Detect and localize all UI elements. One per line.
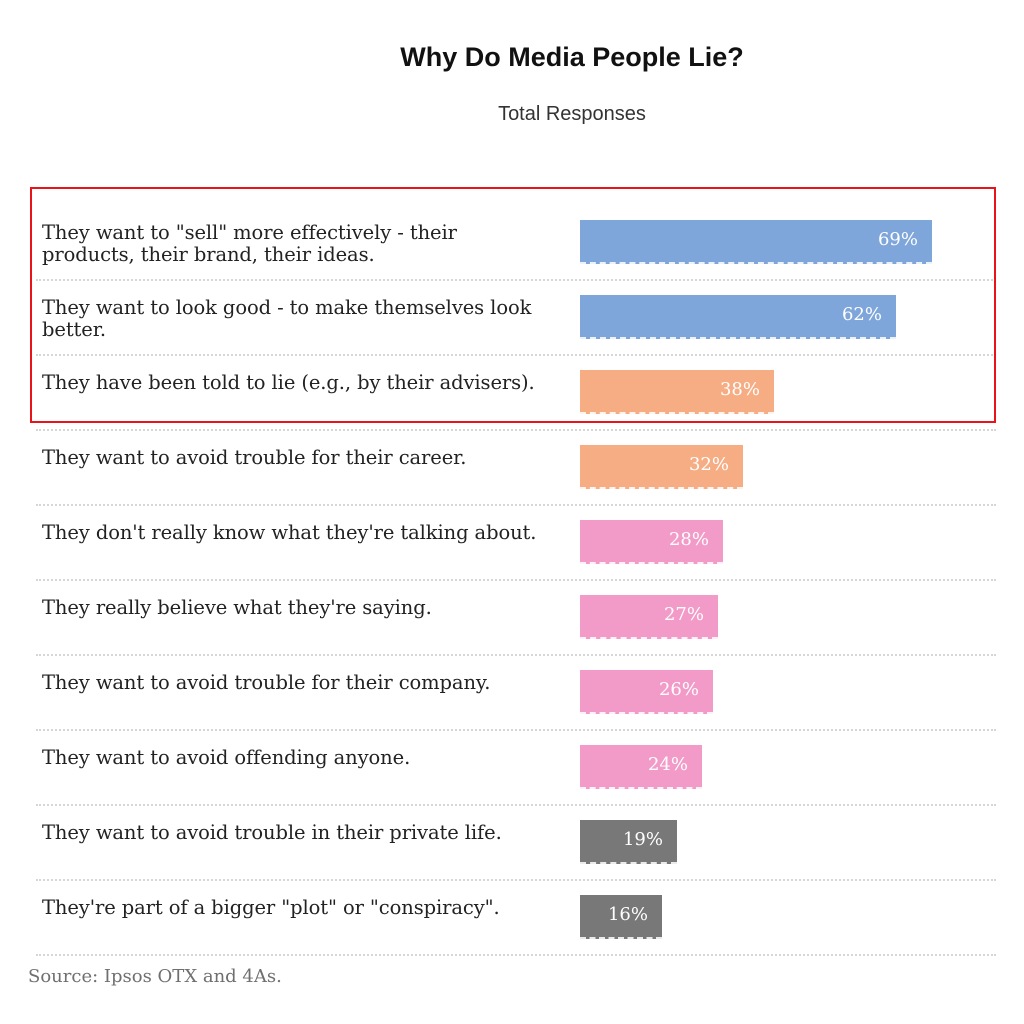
chart-row: They really believe what they're saying.… (36, 581, 996, 656)
bar: 38% (580, 370, 774, 414)
chart-title: Why Do Media People Lie? (400, 42, 744, 72)
row-divider (36, 504, 996, 506)
chart-subtitle: Total Responses (498, 103, 646, 125)
row-divider (36, 279, 996, 281)
bar: 26% (580, 670, 713, 714)
bar-value-label: 62% (841, 304, 882, 325)
bar: 28% (580, 520, 723, 564)
bar-value-label: 28% (668, 529, 709, 550)
chart-row: They want to avoid trouble for their com… (36, 656, 996, 731)
row-divider (36, 429, 996, 431)
bar-value-label: 16% (607, 904, 648, 925)
row-divider (36, 354, 996, 356)
bar: 27% (580, 595, 718, 639)
category-label: They want to avoid trouble for their com… (42, 671, 491, 694)
chart-row: They want to "sell" more effectively - t… (36, 206, 996, 281)
bar-value-label: 26% (658, 679, 699, 700)
category-label: They want to avoid trouble in their priv… (42, 821, 502, 844)
category-label: They have been told to lie (e.g., by the… (42, 371, 535, 394)
row-divider (36, 879, 996, 881)
source-note: Source: Ipsos OTX and 4As. (28, 966, 282, 987)
bar: 16% (580, 895, 662, 939)
chart-row: They want to avoid trouble in their priv… (36, 806, 996, 881)
chart-row: They have been told to lie (e.g., by the… (36, 356, 996, 431)
row-divider (36, 654, 996, 656)
bar: 32% (580, 445, 743, 489)
category-label: They want to avoid offending anyone. (42, 746, 411, 769)
row-divider (36, 579, 996, 581)
bar-value-label: 38% (719, 379, 760, 400)
bar: 69% (580, 220, 932, 264)
chart-row: They're part of a bigger "plot" or "cons… (36, 881, 996, 956)
bar-value-label: 24% (647, 754, 688, 775)
category-label: They really believe what they're saying. (42, 596, 432, 619)
bar: 24% (580, 745, 702, 789)
bar-value-label: 69% (877, 229, 918, 250)
chart-row: They want to avoid offending anyone. 24% (36, 731, 996, 806)
bar-value-label: 32% (688, 454, 729, 475)
chart-row: They want to avoid trouble for their car… (36, 431, 996, 506)
bar-value-label: 27% (663, 604, 704, 625)
category-label: They want to "sell" more effectively - t… (42, 221, 457, 266)
row-divider (36, 954, 996, 956)
category-label: They want to avoid trouble for their car… (42, 446, 467, 469)
highlight-box (30, 187, 996, 423)
row-divider (36, 729, 996, 731)
row-divider (36, 804, 996, 806)
chart-row: They don't really know what they're talk… (36, 506, 996, 581)
bar: 19% (580, 820, 677, 864)
category-label: They want to look good - to make themsel… (42, 296, 532, 341)
bar-value-label: 19% (622, 829, 663, 850)
chart-row: They want to look good - to make themsel… (36, 281, 996, 356)
category-label: They don't really know what they're talk… (42, 521, 537, 544)
category-label: They're part of a bigger "plot" or "cons… (42, 896, 500, 919)
bar: 62% (580, 295, 896, 339)
